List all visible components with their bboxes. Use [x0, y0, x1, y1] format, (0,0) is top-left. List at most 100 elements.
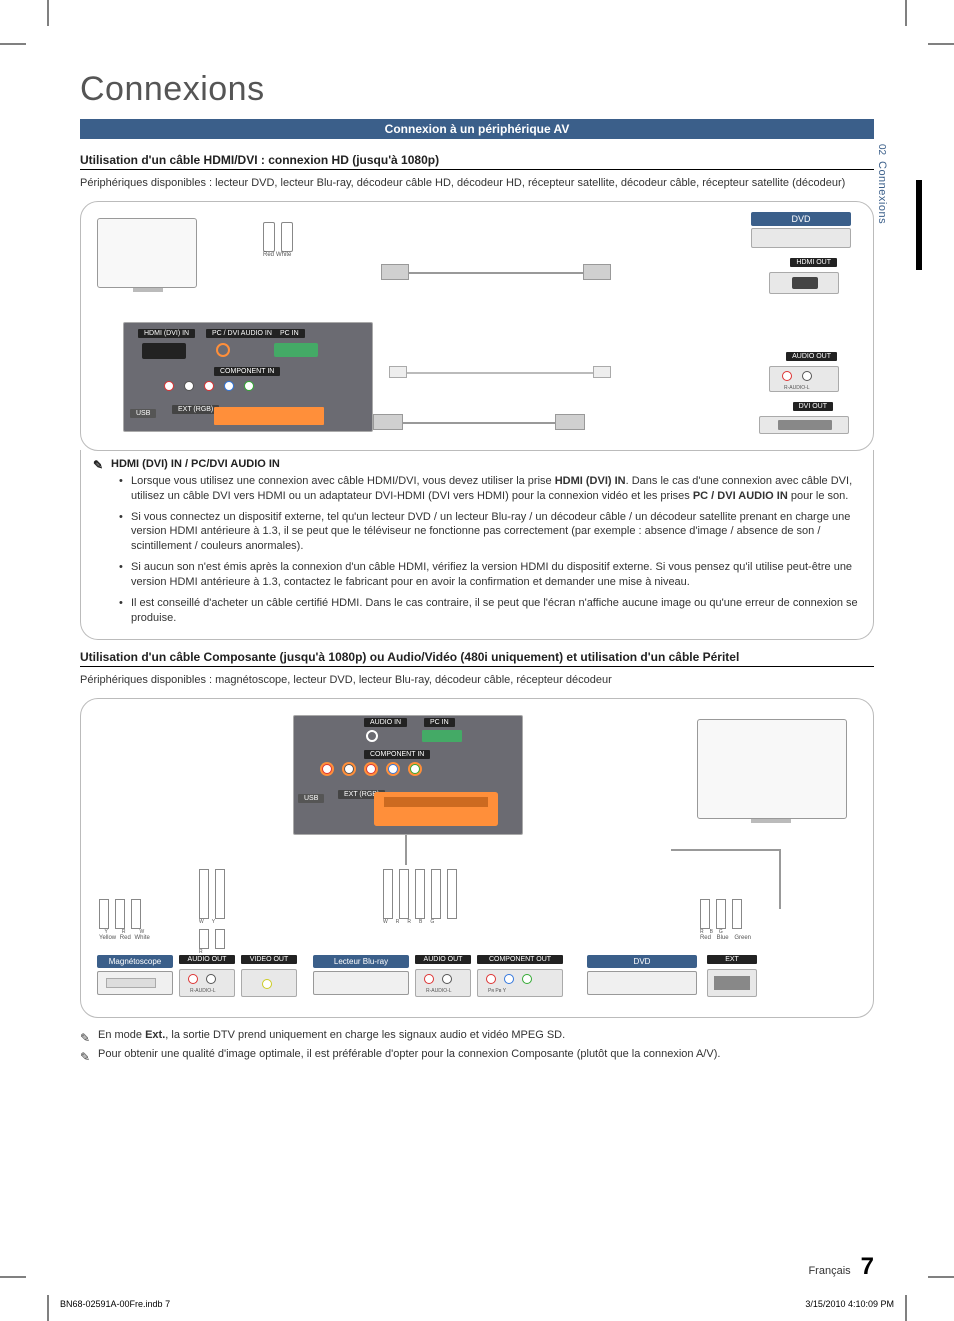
chapter-number: 02 — [876, 140, 887, 155]
n2-text: Pour obtenir une qualité d'image optimal… — [98, 1048, 720, 1060]
n1-bold: Ext. — [145, 1029, 165, 1041]
dev-bluray-title: Lecteur Blu-ray — [313, 955, 409, 968]
rj-blue: Blue — [717, 935, 729, 941]
mid-jacks-center: W R R B G — [383, 869, 457, 925]
rca-red-label: Red — [263, 252, 274, 258]
tv-stand — [133, 288, 163, 294]
left-jacks: Y R W Yellow Red White — [99, 899, 150, 941]
dev-dvd-title: DVD — [587, 955, 697, 968]
lj-yellow: Yellow — [99, 935, 116, 941]
mjc-g: G — [430, 919, 434, 925]
sec2-note-1: ✎ En mode Ext., la sortie DTV prend uniq… — [98, 1028, 874, 1043]
audio-cable — [393, 372, 603, 374]
b1-bold2: PC / DVI AUDIO IN — [693, 490, 788, 502]
sec1-bullet-1: Lorsque vous utilisez une connexion avec… — [121, 474, 861, 504]
dev-bluray — [313, 971, 409, 995]
b1-bold1: HDMI (DVI) IN — [555, 475, 626, 487]
mj-y: Y — [212, 919, 215, 925]
sec1-bullet-2: Si vous connectez un dispositif externe,… — [121, 510, 861, 555]
dvd-dvi-port — [759, 416, 849, 434]
print-footer-timestamp: 3/15/2010 4:10:09 PM — [805, 1299, 894, 1309]
dvd-hdmi-out: HDMI OUT — [790, 258, 837, 267]
dev-vcr-title: Magnétoscope — [97, 955, 173, 968]
dev-video-out: VIDEO OUT — [241, 955, 297, 964]
page-title: Connexions — [80, 70, 874, 109]
hdmi-cable — [383, 272, 603, 274]
port-ext-rgb: EXT (RGB) — [172, 405, 219, 414]
dvd-audio-port: R-AUDIO-L — [769, 366, 839, 392]
port-component-in: COMPONENT IN — [214, 367, 280, 376]
sec1-bullet-4: Il est conseillé d'acheter un câble cert… — [121, 596, 861, 626]
sec1-bullets: Lorsque vous utilisez une connexion avec… — [121, 474, 861, 626]
rca-plugs-top: Red White — [263, 222, 293, 258]
port2-audio-in: AUDIO IN — [364, 718, 407, 727]
dev-audio-out-m-panel: R-AUDIO-L — [415, 969, 471, 997]
dvi-cable — [383, 422, 563, 424]
sec2-available-devices: Périphériques disponibles : magnétoscope… — [80, 673, 874, 688]
lj-white: White — [134, 935, 149, 941]
chapter-tab: 02 Connexions — [876, 140, 896, 280]
n1-pre: En mode — [98, 1029, 145, 1041]
footer-language: Français — [808, 1265, 850, 1277]
dev-vcr — [97, 971, 173, 995]
port2-component-in: COMPONENT IN — [364, 750, 430, 759]
port-hdmi-dvi-in: HDMI (DVI) IN — [138, 329, 195, 338]
scart-cable-h — [671, 849, 781, 851]
tv-back-panel-2: AUDIO IN PC IN COMPONENT IN USB EXT (RGB… — [293, 715, 523, 835]
dev-audio-sub-l: R-AUDIO-L — [190, 988, 216, 994]
dev-audio-sub-m: R-AUDIO-L — [426, 988, 452, 994]
scart-cable — [779, 849, 781, 909]
footer-page-number: 7 — [861, 1253, 874, 1281]
note-icon: ✎ — [93, 458, 107, 468]
port-usb: USB — [130, 409, 156, 418]
dev-comp-sub: Pʀ Pв Y — [488, 988, 506, 994]
b1-pre: Lorsque vous utilisez une connexion avec… — [131, 475, 555, 487]
note-icon: ✎ — [80, 1030, 94, 1040]
chapter-tab-bar — [916, 180, 922, 270]
mid-jacks-left: W Y R — [199, 869, 225, 955]
dev-ext: EXT — [707, 955, 757, 964]
lj-red: Red — [120, 935, 131, 941]
rca-white-label: White — [276, 252, 291, 258]
dev-audio-out-m: AUDIO OUT — [415, 955, 471, 964]
print-footer: BN68-02591A-00Fre.indb 7 3/15/2010 4:10:… — [60, 1299, 894, 1309]
dvd-hdmi-port — [769, 272, 839, 294]
sec1-available-devices: Périphériques disponibles : lecteur DVD,… — [80, 176, 874, 191]
mjc-b: B — [419, 919, 422, 925]
dev-component-out-panel: Pʀ Pв Y — [477, 969, 563, 997]
dvd-audio-sub: R-AUDIO-L — [784, 385, 810, 391]
chapter-label: Connexions — [876, 155, 888, 224]
mjc-r: R — [396, 919, 400, 925]
tv-back-panel: HDMI (DVI) IN PC / DVI AUDIO IN PC IN CO… — [123, 322, 373, 432]
dev-video-out-panel — [241, 969, 297, 997]
port-pc-dvi-audio-in: PC / DVI AUDIO IN — [206, 329, 278, 338]
dev-audio-out-l-panel: R-AUDIO-L — [179, 969, 235, 997]
dev-component-out: COMPONENT OUT — [477, 955, 563, 964]
page-footer: Français 7 — [80, 1253, 874, 1281]
dvd-title: DVD — [751, 212, 851, 226]
dev-ext-panel — [707, 969, 757, 997]
dev-audio-out-l: AUDIO OUT — [179, 955, 235, 964]
n1-post: , la sortie DTV prend uniquement en char… — [165, 1029, 565, 1041]
sec2-heading: Utilisation d'un câble Composante (jusqu… — [80, 650, 874, 667]
sec2-note-2: ✎ Pour obtenir une qualité d'image optim… — [98, 1047, 874, 1062]
dvd-dvi-out: DVI OUT — [793, 402, 833, 411]
b1-post: pour le son. — [788, 490, 849, 502]
dvd-audio-out: AUDIO OUT — [786, 352, 837, 361]
page-content: Connexions Connexion à un périphérique A… — [80, 70, 874, 1261]
rj-green: Green — [734, 935, 751, 941]
port2-pc-in: PC IN — [424, 718, 455, 727]
port-pc-in: PC IN — [274, 329, 305, 338]
sec1-notes-box: ✎ HDMI (DVI) IN / PC/DVI AUDIO IN Lorsqu… — [80, 450, 874, 641]
sec1-diagram: Red White HDMI (DVI) IN PC / DVI AUDIO I… — [80, 201, 874, 451]
mjc-r2: R — [407, 919, 411, 925]
section-banner: Connexion à un périphérique AV — [80, 119, 874, 139]
tv-outline — [97, 218, 197, 288]
mj-w: W — [199, 919, 204, 925]
sec1-heading: Utilisation d'un câble HDMI/DVI : connex… — [80, 153, 874, 170]
tv-outline-2 — [697, 719, 847, 819]
sec1-note-heading-text: HDMI (DVI) IN / PC/DVI AUDIO IN — [111, 458, 280, 470]
port2-usb: USB — [298, 794, 324, 803]
dev-dvd — [587, 971, 697, 995]
right-jacks: R B G Red Blue Green — [700, 899, 751, 941]
